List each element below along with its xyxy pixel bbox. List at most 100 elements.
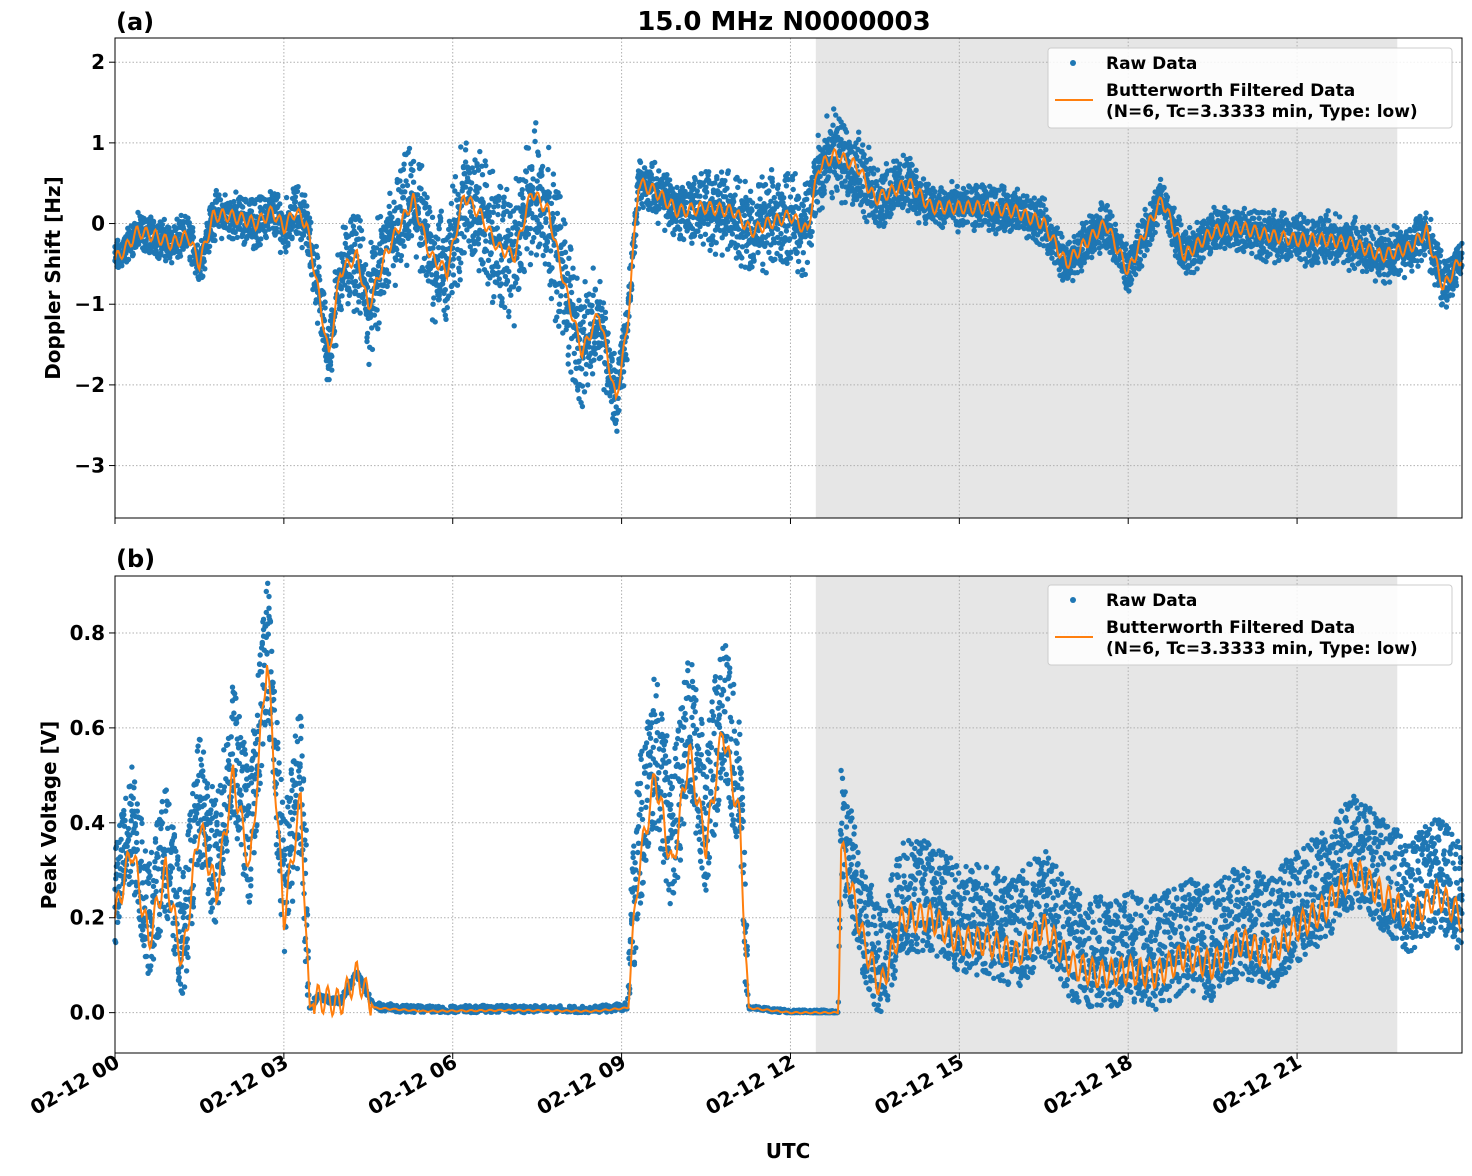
raw-point	[295, 189, 300, 194]
raw-point	[695, 229, 700, 234]
raw-point	[703, 232, 708, 237]
raw-point	[549, 296, 554, 301]
raw-point	[601, 300, 606, 305]
raw-point	[955, 229, 960, 234]
raw-point	[614, 429, 619, 434]
raw-point	[582, 389, 587, 394]
raw-point	[308, 220, 313, 225]
raw-point	[1153, 230, 1158, 235]
raw-point	[576, 298, 581, 303]
raw-point	[458, 260, 463, 265]
raw-point	[557, 302, 562, 307]
raw-point	[304, 203, 309, 208]
raw-point	[1178, 222, 1183, 227]
raw-point	[1194, 266, 1199, 271]
raw-point	[913, 174, 918, 179]
raw-point	[316, 264, 321, 269]
raw-point	[804, 197, 809, 202]
raw-point	[793, 171, 798, 176]
raw-point	[549, 265, 554, 270]
raw-point	[697, 194, 702, 199]
raw-point	[358, 218, 363, 223]
raw-point	[539, 224, 544, 229]
raw-point	[264, 235, 269, 240]
raw-point	[589, 303, 594, 308]
raw-point	[551, 182, 556, 187]
raw-point	[190, 229, 195, 234]
raw-point	[759, 174, 764, 179]
raw-point	[713, 252, 718, 257]
raw-point	[1177, 217, 1182, 222]
raw-point	[580, 404, 585, 409]
raw-point	[1042, 196, 1047, 201]
raw-point	[857, 178, 862, 183]
raw-point	[1043, 207, 1048, 212]
raw-point	[1194, 220, 1199, 225]
raw-point	[235, 235, 240, 240]
raw-point	[178, 253, 183, 258]
raw-point	[374, 307, 379, 312]
raw-point	[498, 185, 503, 190]
raw-point	[283, 249, 288, 254]
raw-point	[791, 187, 796, 192]
raw-point	[315, 255, 320, 260]
raw-point	[736, 227, 741, 232]
raw-point	[730, 231, 735, 236]
raw-point	[784, 183, 789, 188]
raw-point	[458, 277, 463, 282]
raw-point	[616, 408, 621, 413]
raw-point	[776, 182, 781, 187]
raw-point	[411, 180, 416, 185]
raw-point	[591, 357, 596, 362]
raw-point	[462, 234, 467, 239]
raw-point	[856, 130, 861, 135]
raw-point	[358, 310, 363, 315]
raw-point	[216, 192, 221, 197]
raw-point	[339, 293, 344, 298]
raw-point	[545, 238, 550, 243]
raw-point	[942, 220, 947, 225]
raw-point	[913, 168, 918, 173]
raw-point	[486, 258, 491, 263]
raw-point	[453, 174, 458, 179]
raw-point	[1001, 184, 1006, 189]
raw-point	[491, 210, 496, 215]
raw-point	[546, 145, 551, 150]
raw-point	[439, 209, 444, 214]
raw-point	[588, 364, 593, 369]
raw-point	[389, 215, 394, 220]
raw-point	[517, 251, 522, 256]
raw-point	[770, 231, 775, 236]
raw-point	[353, 231, 358, 236]
raw-point	[536, 153, 541, 158]
raw-point	[551, 171, 556, 176]
raw-point	[351, 224, 356, 229]
raw-point	[258, 236, 263, 241]
raw-point	[843, 200, 848, 205]
raw-point	[212, 238, 217, 243]
raw-point	[860, 142, 865, 147]
raw-point	[868, 156, 873, 161]
raw-point	[314, 244, 319, 249]
raw-point	[621, 383, 626, 388]
raw-point	[861, 152, 866, 157]
raw-point	[884, 161, 889, 166]
raw-point	[368, 240, 373, 245]
raw-point	[393, 257, 398, 262]
raw-point	[701, 241, 706, 246]
raw-point	[520, 187, 525, 192]
raw-point	[381, 290, 386, 295]
raw-point	[824, 113, 829, 118]
raw-point	[562, 221, 567, 226]
raw-point	[591, 265, 596, 270]
raw-point	[500, 217, 505, 222]
raw-point	[408, 173, 413, 178]
raw-point	[543, 216, 548, 221]
raw-point	[407, 146, 412, 151]
raw-point	[808, 234, 813, 239]
raw-point	[437, 297, 442, 302]
raw-point	[532, 139, 537, 144]
raw-point	[395, 218, 400, 223]
raw-point	[508, 232, 513, 237]
raw-point	[524, 169, 529, 174]
